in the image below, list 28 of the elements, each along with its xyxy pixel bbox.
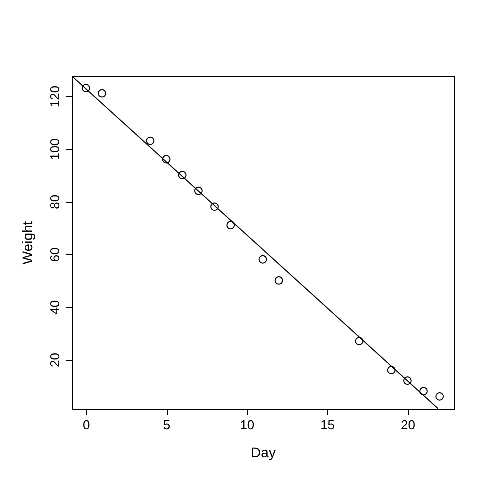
x-tick-label: 20 (400, 418, 416, 432)
point (178, 171, 187, 180)
point (387, 366, 396, 375)
point (258, 255, 268, 264)
y-tick-label: 120 (48, 86, 62, 108)
y-tick-label: 60 (48, 248, 62, 262)
point (210, 202, 219, 212)
point (274, 276, 284, 285)
point (226, 221, 236, 230)
point (420, 387, 428, 396)
point (146, 136, 155, 146)
point (82, 84, 90, 93)
point (194, 186, 203, 196)
y-tick-label: 40 (48, 300, 62, 315)
point (403, 376, 412, 386)
x-tick-label: 10 (240, 418, 255, 432)
y-tick-label: 80 (48, 194, 62, 210)
x-tick-label: 5 (163, 418, 171, 432)
y-axis-title: Weight (20, 221, 36, 265)
point (355, 337, 364, 346)
x-tick-label: 15 (320, 418, 336, 432)
point (436, 392, 444, 401)
x-tick-label: 0 (83, 418, 90, 432)
x-axis-title: Day (251, 444, 276, 460)
point (162, 155, 171, 164)
point (98, 89, 106, 98)
y-tick-label: 20 (48, 353, 62, 368)
y-tick-label: 100 (48, 138, 62, 160)
